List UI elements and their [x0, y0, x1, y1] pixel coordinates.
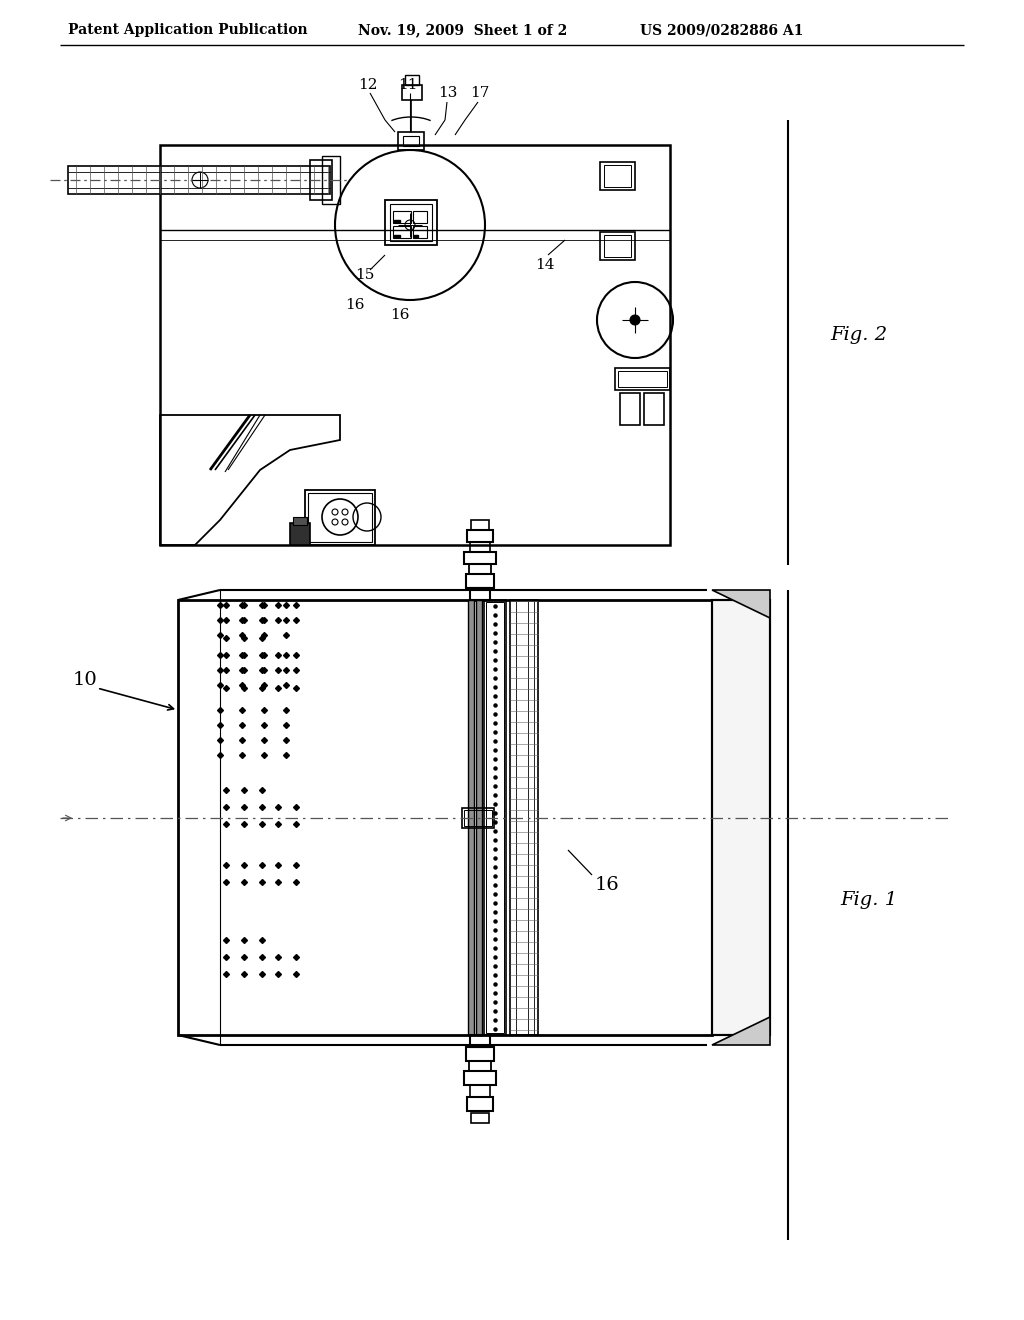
Bar: [712, 601, 770, 1035]
Bar: [466, 1047, 494, 1061]
Bar: [486, 602, 504, 1034]
Bar: [476, 601, 482, 1035]
Bar: [712, 601, 770, 1035]
Bar: [604, 235, 631, 257]
Bar: [390, 205, 432, 242]
Text: 13: 13: [438, 86, 458, 100]
Bar: [464, 810, 492, 826]
Bar: [308, 492, 372, 543]
Bar: [290, 523, 310, 545]
Text: Fig. 1: Fig. 1: [840, 891, 897, 909]
Bar: [413, 211, 427, 223]
Bar: [615, 368, 670, 389]
Bar: [470, 1035, 490, 1047]
Bar: [470, 587, 490, 601]
Bar: [322, 156, 340, 205]
Bar: [471, 520, 489, 531]
Text: 10: 10: [73, 671, 97, 689]
Text: Patent Application Publication: Patent Application Publication: [68, 22, 307, 37]
Text: 12: 12: [358, 78, 378, 92]
Bar: [305, 490, 375, 545]
Text: 17: 17: [470, 86, 489, 100]
Bar: [604, 165, 631, 187]
Bar: [403, 136, 419, 147]
Circle shape: [630, 315, 640, 325]
Bar: [469, 564, 490, 574]
Bar: [618, 371, 667, 387]
Text: Fig. 2: Fig. 2: [830, 326, 887, 345]
Bar: [413, 226, 427, 238]
Bar: [470, 1085, 490, 1097]
Bar: [464, 1071, 496, 1085]
Text: Nov. 19, 2009  Sheet 1 of 2: Nov. 19, 2009 Sheet 1 of 2: [358, 22, 567, 37]
Bar: [406, 75, 419, 84]
Text: 11: 11: [398, 78, 418, 92]
Bar: [600, 162, 635, 190]
Bar: [468, 601, 474, 1035]
Bar: [468, 601, 474, 1035]
Bar: [467, 1097, 493, 1111]
Text: 16: 16: [390, 308, 410, 322]
Polygon shape: [712, 590, 770, 618]
Text: 16: 16: [595, 876, 620, 894]
Bar: [464, 552, 496, 564]
Bar: [470, 543, 490, 552]
Bar: [293, 517, 307, 525]
Bar: [476, 601, 482, 1035]
Bar: [510, 601, 538, 1035]
Bar: [310, 160, 332, 201]
Text: 16: 16: [345, 298, 365, 312]
Bar: [644, 393, 664, 425]
Text: 14: 14: [536, 257, 555, 272]
Bar: [620, 393, 640, 425]
Text: 15: 15: [355, 268, 375, 282]
Bar: [600, 232, 635, 260]
Bar: [385, 201, 437, 246]
Bar: [402, 84, 422, 100]
Bar: [467, 531, 493, 543]
Bar: [393, 226, 411, 238]
Bar: [398, 132, 424, 150]
Bar: [393, 211, 411, 223]
Bar: [160, 145, 670, 545]
Bar: [466, 574, 494, 587]
Bar: [68, 166, 330, 194]
Polygon shape: [712, 1016, 770, 1045]
Bar: [462, 808, 494, 828]
Bar: [471, 1113, 489, 1123]
Bar: [484, 601, 506, 1035]
Bar: [469, 1061, 490, 1071]
Text: US 2009/0282886 A1: US 2009/0282886 A1: [640, 22, 804, 37]
Bar: [178, 601, 712, 1035]
